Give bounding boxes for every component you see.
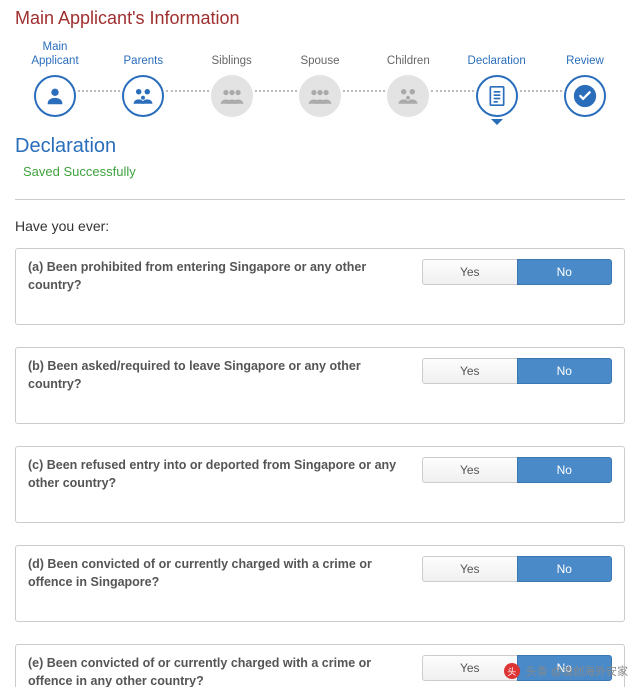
no-button[interactable]: No bbox=[517, 358, 613, 384]
step-label: Declaration bbox=[468, 41, 526, 69]
question-box: (b) Been asked/required to leave Singapo… bbox=[15, 347, 625, 424]
question-box: (c) Been refused entry into or deported … bbox=[15, 446, 625, 523]
page-title: Main Applicant's Information bbox=[15, 8, 625, 29]
question-text: (a) Been prohibited from entering Singap… bbox=[28, 259, 410, 294]
step-siblings[interactable]: Siblings bbox=[197, 41, 267, 117]
watermark: 头 头条 @澳创海外安家 bbox=[504, 663, 628, 679]
question-prompt: Have you ever: bbox=[15, 218, 625, 234]
step-label: Spouse bbox=[300, 41, 339, 69]
question-box: (d) Been convicted of or currently charg… bbox=[15, 545, 625, 622]
family-icon bbox=[122, 75, 164, 117]
no-button[interactable]: No bbox=[517, 556, 613, 582]
yes-no-toggle: YesNo bbox=[422, 556, 612, 582]
step-label: Parents bbox=[124, 41, 164, 69]
yes-button[interactable]: Yes bbox=[422, 655, 517, 681]
question-text: (c) Been refused entry into or deported … bbox=[28, 457, 410, 492]
no-button[interactable]: No bbox=[517, 259, 613, 285]
watermark-text: 头条 @澳创海外安家 bbox=[526, 663, 628, 679]
step-label: Review bbox=[566, 41, 604, 69]
check-icon bbox=[564, 75, 606, 117]
yes-button[interactable]: Yes bbox=[422, 358, 517, 384]
step-declaration[interactable]: Declaration bbox=[462, 41, 532, 117]
step-review[interactable]: Review bbox=[550, 41, 620, 117]
question-box: (a) Been prohibited from entering Singap… bbox=[15, 248, 625, 325]
group-icon bbox=[211, 75, 253, 117]
no-button[interactable]: No bbox=[517, 457, 613, 483]
yes-button[interactable]: Yes bbox=[422, 556, 517, 582]
question-text: (d) Been convicted of or currently charg… bbox=[28, 556, 410, 591]
step-main-applicant[interactable]: Main Applicant bbox=[20, 41, 90, 117]
step-label: Main Applicant bbox=[20, 41, 90, 69]
step-label: Siblings bbox=[212, 41, 252, 69]
yes-button[interactable]: Yes bbox=[422, 457, 517, 483]
doc-icon bbox=[476, 75, 518, 117]
watermark-badge-icon: 头 bbox=[504, 663, 520, 679]
step-spouse[interactable]: Spouse bbox=[285, 41, 355, 117]
question-text: (e) Been convicted of or currently charg… bbox=[28, 655, 410, 687]
step-parents[interactable]: Parents bbox=[108, 41, 178, 117]
family-icon bbox=[387, 75, 429, 117]
yes-no-toggle: YesNo bbox=[422, 259, 612, 285]
success-message: Saved Successfully bbox=[23, 164, 625, 179]
yes-no-toggle: YesNo bbox=[422, 358, 612, 384]
yes-no-toggle: YesNo bbox=[422, 457, 612, 483]
step-children[interactable]: Children bbox=[373, 41, 443, 117]
section-title: Declaration bbox=[15, 135, 625, 158]
divider bbox=[15, 199, 625, 200]
step-label: Children bbox=[387, 41, 430, 69]
yes-button[interactable]: Yes bbox=[422, 259, 517, 285]
stepper: Main Applicant Parents Siblings Spouse Child… bbox=[15, 41, 625, 117]
group-icon bbox=[299, 75, 341, 117]
person-icon bbox=[34, 75, 76, 117]
question-text: (b) Been asked/required to leave Singapo… bbox=[28, 358, 410, 393]
